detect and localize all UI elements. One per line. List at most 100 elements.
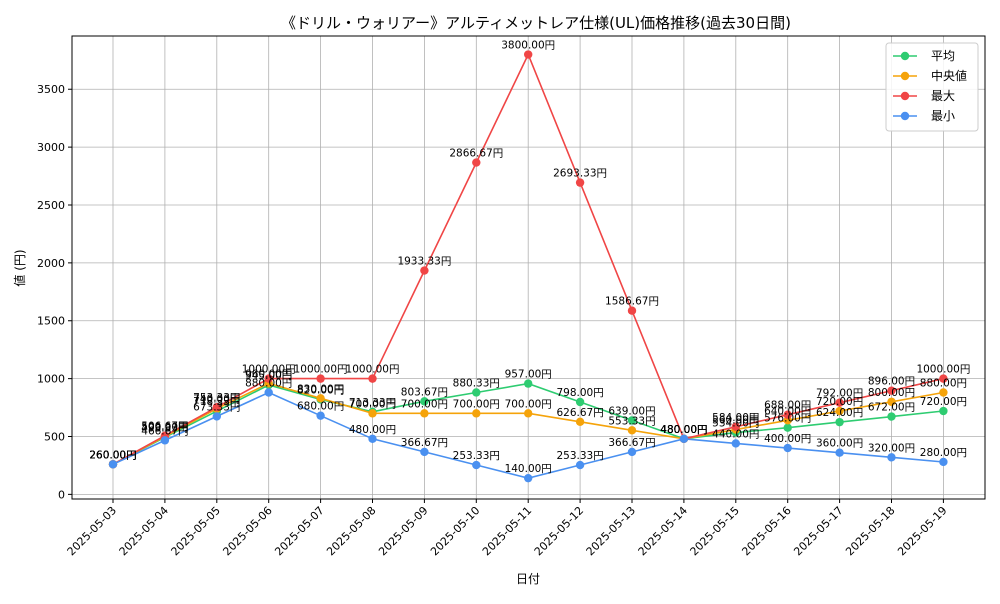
- y-tick-label: 0: [58, 488, 65, 501]
- data-point: [472, 388, 481, 397]
- data-label: 534.00円: [712, 418, 759, 430]
- legend-marker: [900, 71, 910, 81]
- data-point: [264, 388, 273, 397]
- data-point: [420, 409, 429, 418]
- data-label: 253.33円: [453, 450, 500, 462]
- x-tick-label: 2025-05-19: [895, 504, 949, 558]
- data-label: 792.00円: [816, 388, 863, 400]
- data-label: 896.00円: [868, 376, 915, 388]
- data-label: 253.33円: [556, 450, 603, 462]
- legend-label: 最小: [931, 109, 955, 123]
- data-point: [108, 460, 118, 469]
- data-point: [939, 406, 948, 416]
- data-point: [731, 422, 740, 431]
- data-label: 720.00円: [920, 396, 967, 408]
- data-point: [472, 460, 481, 470]
- data-label: 1586.67円: [605, 296, 659, 308]
- data-label: 626.67円: [556, 407, 603, 419]
- legend-marker: [900, 111, 910, 121]
- data-label: 673.33円: [193, 401, 240, 413]
- data-label: 830.00円: [297, 383, 344, 395]
- x-tick-label: 2025-05-16: [739, 504, 793, 558]
- data-point: [420, 447, 429, 457]
- data-point: [835, 417, 844, 427]
- data-label: 720.00円: [816, 396, 863, 408]
- x-tick-label: 2025-05-09: [376, 504, 430, 558]
- data-point: [420, 397, 429, 406]
- data-point: [575, 460, 585, 470]
- data-point: [212, 412, 221, 421]
- x-tick-label: 2025-05-14: [636, 504, 690, 558]
- data-point: [524, 473, 533, 483]
- x-axis: 2025-05-032025-05-042025-05-052025-05-06…: [65, 499, 950, 558]
- data-label: 700.00円: [453, 398, 500, 410]
- data-label: 280.00円: [920, 447, 967, 459]
- x-tick-label: 2025-05-04: [117, 504, 171, 558]
- data-point: [368, 409, 377, 418]
- x-tick-label: 2025-05-11: [480, 504, 534, 558]
- series-lines: [108, 50, 948, 483]
- x-tick-label: 2025-05-10: [428, 504, 482, 558]
- x-tick-label: 2025-05-08: [324, 504, 378, 558]
- data-label: 506.67円: [141, 421, 188, 433]
- legend-label: 最大: [931, 89, 955, 103]
- data-point: [939, 388, 948, 397]
- data-label: 880.00円: [920, 378, 967, 390]
- data-label: 718.33円: [193, 396, 240, 408]
- data-label: 360.00円: [816, 438, 863, 450]
- data-point: [939, 457, 948, 467]
- x-tick-label: 2025-05-15: [688, 504, 742, 558]
- x-tick-label: 2025-05-17: [791, 504, 845, 558]
- data-point: [212, 402, 221, 412]
- data-label: 260.00円: [89, 449, 136, 461]
- y-tick-label: 1000: [37, 373, 65, 386]
- x-tick-label: 2025-05-18: [843, 504, 897, 558]
- data-point: [575, 397, 585, 407]
- data-label: 700.00円: [505, 398, 552, 410]
- data-label: 320.00円: [868, 442, 915, 454]
- data-point: [368, 374, 377, 383]
- x-tick-label: 2025-05-03: [65, 504, 119, 558]
- data-point: [679, 434, 689, 444]
- data-label: 440.00円: [712, 428, 759, 440]
- data-label: 672.00円: [868, 402, 915, 414]
- data-point: [887, 453, 896, 462]
- data-point: [368, 434, 377, 444]
- data-point: [783, 443, 792, 453]
- data-point: [160, 436, 170, 445]
- data-label: 560.00円: [712, 415, 759, 427]
- y-tick-label: 2500: [37, 199, 65, 212]
- x-axis-title: 日付: [516, 572, 540, 586]
- legend-marker: [900, 51, 910, 61]
- data-label: 480.00円: [660, 424, 707, 436]
- data-point: [627, 447, 637, 457]
- data-label: 945.00円: [245, 370, 292, 382]
- legend-marker: [900, 91, 910, 101]
- grid-lines: [72, 36, 985, 499]
- data-label: 880.00円: [245, 378, 292, 390]
- data-label: 480.00円: [660, 424, 707, 436]
- data-point: [627, 306, 637, 315]
- data-labels: 260.00円 493.33円 718.33円 945.00円 820.00円 713.3…: [89, 40, 970, 476]
- y-tick-label: 500: [44, 430, 65, 443]
- data-point: [783, 423, 792, 432]
- data-label: 500.00円: [141, 421, 188, 433]
- data-label: 576.00円: [764, 413, 811, 425]
- legend-label: 平均: [931, 49, 955, 63]
- data-point: [835, 448, 844, 457]
- legend-label: 中央値: [931, 68, 967, 83]
- data-label: 260.00円: [89, 449, 136, 461]
- data-label: 3800.00円: [501, 40, 555, 52]
- x-tick-label: 2025-05-06: [220, 504, 274, 558]
- data-label: 2693.33円: [553, 168, 607, 180]
- data-label: 1000.00円: [346, 364, 400, 376]
- data-label: 366.67円: [401, 437, 448, 449]
- data-label: 400.00円: [764, 433, 811, 445]
- data-label: 700.00円: [401, 398, 448, 410]
- data-label: 1000.00円: [242, 364, 296, 376]
- data-label: 640.00円: [764, 405, 811, 417]
- data-point: [783, 410, 792, 419]
- data-label: 140.00円: [505, 463, 552, 475]
